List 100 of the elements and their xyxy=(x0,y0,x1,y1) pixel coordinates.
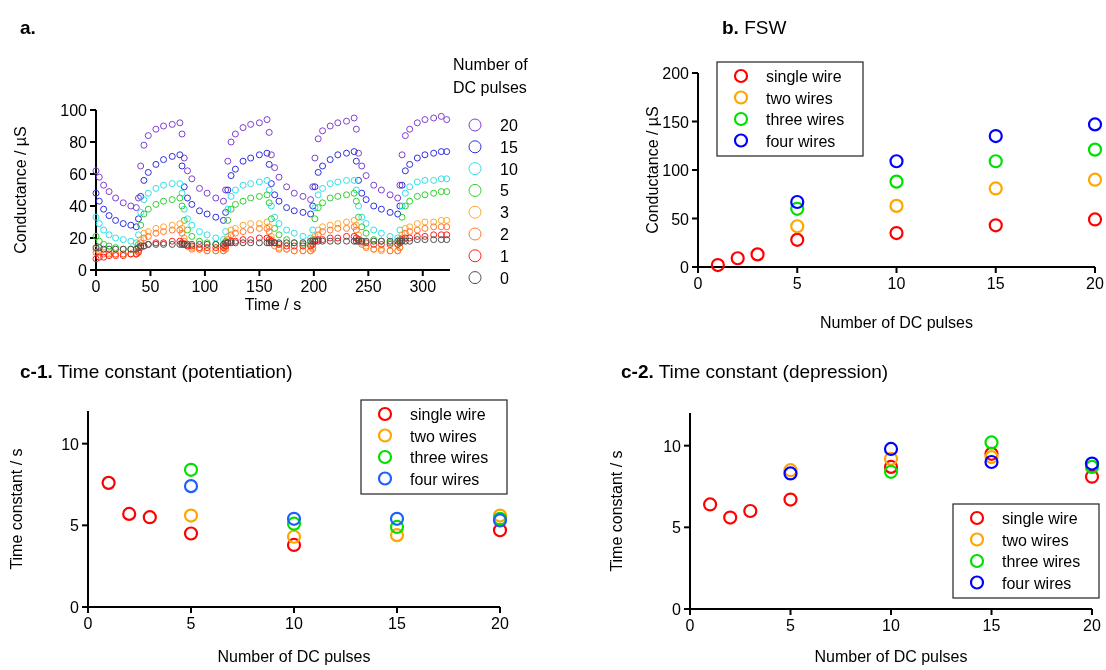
point xyxy=(783,492,798,507)
point xyxy=(883,464,899,479)
legend-label: 3 xyxy=(500,204,509,222)
point xyxy=(723,510,738,525)
point xyxy=(389,511,405,526)
point xyxy=(883,441,899,457)
point xyxy=(183,462,199,477)
x-tick-label: 50 xyxy=(141,278,160,295)
x-tick-label: 5 xyxy=(186,615,196,632)
x-tick-label: 300 xyxy=(409,278,437,295)
point xyxy=(743,503,758,519)
point xyxy=(286,516,302,531)
point xyxy=(790,219,805,234)
x-axis-title: Number of DC pulses xyxy=(820,314,973,331)
legend-label: two wires xyxy=(1002,531,1069,549)
point xyxy=(703,497,718,512)
legend-label: single wire xyxy=(410,406,486,423)
point xyxy=(389,528,405,543)
legend-label: four wires xyxy=(766,132,836,150)
chart-title: c-2. Time constant (depression) xyxy=(621,361,889,382)
point xyxy=(286,529,302,544)
legend-label: 2 xyxy=(500,226,509,243)
legend-label: single wire xyxy=(766,68,842,85)
y-tick-label: 0 xyxy=(672,601,682,618)
point xyxy=(183,479,199,494)
x-tick-label: 150 xyxy=(246,278,273,295)
y-tick-label: 5 xyxy=(70,517,80,535)
point xyxy=(988,218,1003,233)
y-tick-label: 10 xyxy=(61,435,80,453)
y-tick-label: 5 xyxy=(672,519,682,537)
point xyxy=(492,523,508,538)
y-tick-label: 100 xyxy=(662,162,690,179)
x-axis-title: Number of DC pulses xyxy=(814,648,968,665)
x-tick-label: 15 xyxy=(982,617,1001,634)
point xyxy=(1087,212,1103,227)
x-tick-label: 20 xyxy=(1086,275,1104,292)
y-tick-label: 80 xyxy=(69,134,88,151)
legend-label: three wires xyxy=(1002,553,1081,570)
x-tick-label: 5 xyxy=(792,275,802,292)
x-tick-label: 15 xyxy=(388,615,406,632)
legend-title: Number of DC pulses xyxy=(453,56,529,96)
y-tick-label: 200 xyxy=(662,65,690,82)
point xyxy=(889,225,904,241)
y-tick-label: 0 xyxy=(680,259,690,276)
point xyxy=(790,232,805,247)
x-tick-label: 15 xyxy=(986,275,1005,292)
legend-label: single wire xyxy=(1002,510,1078,527)
point xyxy=(183,526,199,541)
point xyxy=(889,154,904,169)
y-tick-label: 10 xyxy=(663,437,682,455)
x-tick-label: 5 xyxy=(786,617,796,634)
x-tick-label: 0 xyxy=(693,275,703,292)
point xyxy=(988,181,1003,196)
legend-label: four wires xyxy=(410,470,480,488)
point xyxy=(883,451,899,466)
x-axis-title: Number of DC pulses xyxy=(217,648,371,665)
point xyxy=(389,519,405,535)
point xyxy=(790,194,805,210)
y-tick-label: 20 xyxy=(69,230,88,247)
y-tick-label: 0 xyxy=(70,599,80,616)
y-tick-label: 100 xyxy=(60,102,88,119)
chart-title: c-1. Time constant (potentiation) xyxy=(20,361,293,382)
y-axis-title: Conductance / µS xyxy=(12,126,29,254)
point xyxy=(750,247,765,262)
x-tick-label: 250 xyxy=(354,278,382,295)
point xyxy=(984,446,999,461)
legend-label: four wires xyxy=(1002,574,1072,592)
legend-label: 10 xyxy=(500,160,518,178)
y-tick-label: 40 xyxy=(69,198,88,215)
point xyxy=(1087,172,1103,187)
x-tick-label: 100 xyxy=(191,278,219,295)
y-tick-label: 50 xyxy=(671,210,690,228)
y-axis-title: Conductance / µS xyxy=(644,106,661,234)
point xyxy=(889,174,904,189)
point xyxy=(984,454,999,470)
x-tick-label: 10 xyxy=(887,275,906,292)
x-tick-label: 10 xyxy=(882,617,900,634)
point xyxy=(710,257,725,273)
point xyxy=(984,435,999,450)
legend-label: 1 xyxy=(500,247,509,265)
legend-label: three wires xyxy=(766,111,845,128)
chart-title: a. xyxy=(20,17,36,38)
y-tick-label: 60 xyxy=(69,166,88,183)
legend-label: three wires xyxy=(410,449,489,466)
point xyxy=(984,450,999,465)
point xyxy=(790,201,805,216)
legend-label: two wires xyxy=(410,427,477,445)
x-tick-label: 0 xyxy=(91,278,101,295)
point xyxy=(286,537,302,553)
x-tick-label: 200 xyxy=(300,278,328,295)
x-tick-label: 20 xyxy=(1083,617,1101,634)
point xyxy=(1084,469,1100,484)
point xyxy=(142,510,157,525)
point xyxy=(1087,142,1103,157)
legend-label: 20 xyxy=(500,117,518,134)
point xyxy=(1087,117,1103,132)
legend-label: two wires xyxy=(766,89,833,107)
point xyxy=(883,459,899,474)
x-axis-title: Time / s xyxy=(244,296,302,313)
point xyxy=(286,511,302,526)
